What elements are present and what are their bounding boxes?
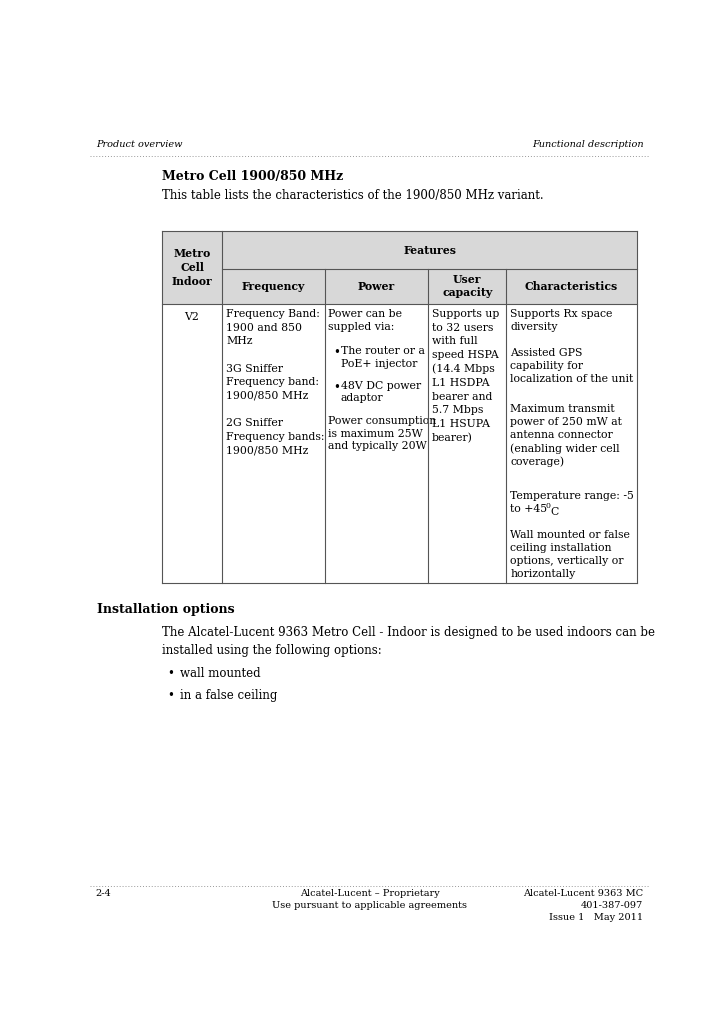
Text: Temperature range: -5
to +45: Temperature range: -5 to +45 (510, 492, 634, 514)
Text: Maximum transmit
power of 250 mW at
antenna connector
(enabling wider cell
cover: Maximum transmit power of 250 mW at ante… (510, 404, 622, 467)
Text: 48V DC power
adaptor: 48V DC power adaptor (341, 380, 421, 404)
Text: This table lists the characteristics of the 1900/850 MHz variant.: This table lists the characteristics of … (162, 189, 543, 201)
Text: Frequency: Frequency (242, 281, 305, 292)
Text: Supports up
to 32 users
with full
speed HSPA
(14.4 Mbps
L1 HSDPA
bearer and
5.7 : Supports up to 32 users with full speed … (432, 309, 500, 443)
Text: Features: Features (403, 244, 456, 256)
Text: User
capacity: User capacity (442, 275, 492, 298)
Text: Power can be
suppled via:: Power can be suppled via: (329, 309, 402, 332)
Text: Wall mounted or false
ceiling installation
options, vertically or
horizontally: Wall mounted or false ceiling installati… (510, 530, 630, 579)
Text: 2-4: 2-4 (96, 889, 112, 898)
Text: Assisted GPS
capability for
localization of the unit: Assisted GPS capability for localization… (510, 349, 634, 384)
Text: in a false ceiling: in a false ceiling (180, 689, 277, 702)
Text: Functional description: Functional description (531, 140, 643, 149)
Text: •: • (333, 380, 340, 393)
Text: Supports Rx space
diversity: Supports Rx space diversity (510, 309, 613, 332)
Text: Product overview: Product overview (96, 140, 182, 149)
Text: The Alcatel-Lucent 9363 Metro Cell - Indoor is designed to be used indoors can b: The Alcatel-Lucent 9363 Metro Cell - Ind… (162, 626, 655, 657)
Text: Frequency Band:
1900 and 850
MHz

3G Sniffer
Frequency band:
1900/850 MHz

2G Sn: Frequency Band: 1900 and 850 MHz 3G Snif… (226, 309, 325, 455)
Text: Metro
Cell
Indoor: Metro Cell Indoor (172, 248, 213, 286)
Bar (223, 269, 637, 304)
Text: V2: V2 (185, 312, 200, 322)
Text: Alcatel-Lucent – Proprietary
Use pursuant to applicable agreements: Alcatel-Lucent – Proprietary Use pursuan… (272, 889, 467, 910)
Text: Alcatel-Lucent 9363 MC
401-387-097
Issue 1   May 2011: Alcatel-Lucent 9363 MC 401-387-097 Issue… (523, 889, 643, 922)
Text: •: • (167, 689, 174, 702)
Text: Installation options: Installation options (97, 603, 234, 615)
Text: Metro Cell 1900/850 MHz: Metro Cell 1900/850 MHz (162, 170, 342, 183)
Text: The router or a
PoE+ injector: The router or a PoE+ injector (341, 346, 425, 369)
Bar (162, 231, 223, 304)
Text: •: • (333, 346, 340, 359)
Text: 0: 0 (546, 502, 551, 510)
Text: •: • (167, 667, 174, 681)
Text: wall mounted: wall mounted (180, 667, 260, 681)
Bar (223, 231, 637, 269)
Text: Power consumption
is maximum 25W
and typically 20W: Power consumption is maximum 25W and typ… (329, 416, 437, 452)
Text: Characteristics: Characteristics (525, 281, 618, 292)
Text: Power: Power (358, 281, 395, 292)
Text: C: C (551, 507, 559, 517)
